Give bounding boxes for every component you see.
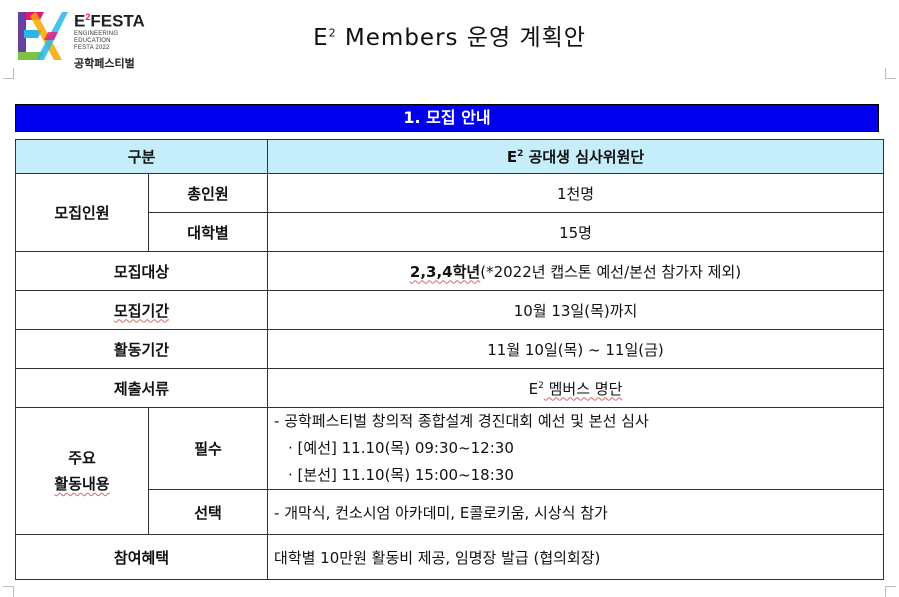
page-corner-bottom-left xyxy=(3,586,14,597)
title-prefix: E xyxy=(313,25,329,51)
table-row: 제출서류 E2 멤버스 명단 xyxy=(14,368,885,408)
per-univ-value: 15명 xyxy=(267,212,885,252)
document-title: E2 Members 운영 계획안 xyxy=(0,18,899,52)
logo-line2: FESTA 2022 xyxy=(74,44,110,51)
total-value: 1천명 xyxy=(267,173,885,213)
section-heading: 1. 모집 안내 xyxy=(15,104,879,132)
logo-brand-sup: 2 xyxy=(85,12,91,22)
period-value: 10월 13일(목)까지 xyxy=(267,290,885,330)
logo-line1: ENGINEERING EDUCATION xyxy=(74,30,119,44)
activities-label: 주요 활동내용 xyxy=(15,407,149,535)
target-value-rest: (*2022년 캡스톤 예선/본선 참가자 제외) xyxy=(480,262,742,281)
header-group-rest: 공대생 심사위원단 xyxy=(523,148,645,166)
documents-value-prefix: E xyxy=(528,379,539,398)
title-sup: 2 xyxy=(328,26,337,40)
logo-brand: E xyxy=(74,11,86,31)
documents-value-sup: 2 xyxy=(538,380,544,391)
period-label: 모집기간 xyxy=(14,290,269,330)
logo-korean: 공학페스티벌 xyxy=(74,56,135,70)
title-rest: Members 운영 계획안 xyxy=(336,25,586,51)
header-group: E2 공대생 심사위원단 xyxy=(267,139,885,174)
table-row: 선택 - 개막식, 컨소시엄 아카데미, E콜로키움, 시상식 참가 xyxy=(16,489,885,535)
table-row: 활동기간 11월 10일(목) ~ 11일(금) xyxy=(14,329,885,369)
activities-label-line2: 활동내용 xyxy=(54,475,110,493)
table-row: 대학별 15명 xyxy=(16,212,885,252)
optional-label: 선택 xyxy=(147,489,269,535)
activity-period-value: 11월 10일(목) ~ 11일(금) xyxy=(267,329,885,369)
activities-label-line1: 주요 xyxy=(68,449,96,467)
festa-logo-mark xyxy=(18,12,68,60)
page-corner-top-left xyxy=(3,68,14,79)
required-value: - 공학페스티벌 창의적 종합설계 경진대회 예선 및 본선 심사 · [예선]… xyxy=(267,407,885,490)
required-label: 필수 xyxy=(147,407,269,490)
documents-value-rest: 멤버스 명단 xyxy=(543,379,623,398)
table-row: 모집인원 총인원 1천명 xyxy=(15,173,885,252)
total-label: 총인원 xyxy=(147,173,269,213)
period-label-text: 모집기간 xyxy=(113,301,170,320)
header-category: 구분 xyxy=(14,139,269,174)
required-line-2: · [예선] 11.10(목) 09:30~12:30 xyxy=(288,439,514,457)
target-label: 모집대상 xyxy=(14,251,269,291)
header-group-sup: 2 xyxy=(517,149,524,159)
optional-value: - 개막식, 컨소시엄 아카데미, E콜로키움, 시상식 참가 xyxy=(267,489,885,535)
table-row: 모집기간 10월 13일(목)까지 xyxy=(14,290,885,330)
table-row: 참여혜택 대학별 10만원 활동비 제공, 임명장 발급 (협의회장) xyxy=(14,534,885,580)
page-corner-bottom-right xyxy=(885,586,896,597)
festa-logo: E2FESTA ENGINEERING EDUCATION FESTA 2022… xyxy=(14,8,149,70)
festa-logo-text: E2FESTA ENGINEERING EDUCATION FESTA 2022… xyxy=(74,8,149,71)
target-value: 2,3,4학년(*2022년 캡스톤 예선/본선 참가자 제외) xyxy=(267,251,885,291)
required-line-3: · [본선] 11.10(목) 15:00~18:30 xyxy=(288,466,514,484)
required-line-1: - 공학페스티벌 창의적 종합설계 경진대회 예선 및 본선 심사 xyxy=(274,412,649,430)
table-row: 모집대상 2,3,4학년(*2022년 캡스톤 예선/본선 참가자 제외) xyxy=(14,251,885,291)
per-univ-label: 대학별 xyxy=(147,212,269,252)
benefits-value: 대학별 10만원 활동비 제공, 임명장 발급 (협의회장) xyxy=(267,534,885,580)
target-value-bold: 2,3,4학년 xyxy=(409,262,481,281)
header-group-prefix: E xyxy=(506,148,518,166)
recruit-label: 모집인원 xyxy=(15,173,149,252)
page-corner-top-right xyxy=(885,68,896,79)
recruitment-table: 구분 E2 공대생 심사위원단 모집인원 총인원 1천명 대학별 15명 모집대… xyxy=(14,139,885,580)
activity-period-label: 활동기간 xyxy=(14,329,269,369)
table-header-row: 구분 E2 공대생 심사위원단 xyxy=(14,139,885,174)
table-row: 주요 활동내용 필수 - 공학페스티벌 창의적 종합설계 경진대회 예선 및 본… xyxy=(15,407,885,535)
logo-brand-rest: FESTA xyxy=(90,11,145,31)
benefits-label: 참여혜택 xyxy=(14,534,269,580)
documents-value: E2 멤버스 명단 xyxy=(267,368,885,408)
documents-label: 제출서류 xyxy=(14,368,269,408)
